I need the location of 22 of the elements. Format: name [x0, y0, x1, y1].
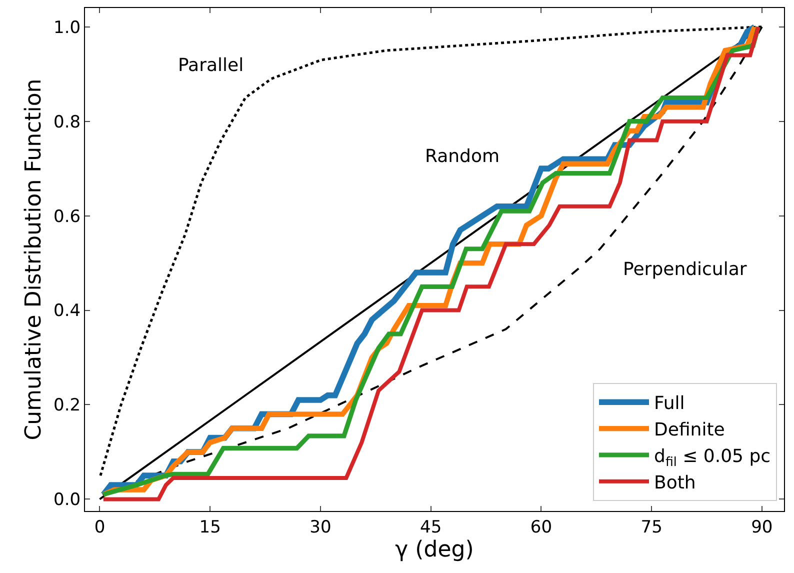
x-tick-label: 0	[94, 517, 106, 538]
annotation: Perpendicular	[623, 259, 748, 280]
legend-label: d$_{fil}$ ≤ 0.05 pc	[654, 446, 771, 469]
x-axis-title: γ (deg)	[395, 537, 474, 562]
y-tick-label: 0.8	[54, 112, 81, 132]
x-tick-label: 75	[640, 517, 662, 538]
annotation: Parallel	[178, 55, 244, 76]
y-tick-label: 0.4	[54, 301, 81, 322]
legend-label: Both	[654, 472, 696, 494]
x-tick-label: 60	[530, 517, 552, 538]
x-tick-label: 45	[420, 517, 442, 538]
x-tick-label: 15	[199, 517, 221, 538]
x-tick-label: 90	[751, 517, 773, 538]
x-tick-label: 30	[310, 517, 332, 538]
legend-label: Full	[654, 393, 685, 414]
annotation: Random	[425, 146, 500, 167]
legend-label: Definite	[654, 420, 725, 441]
y-axis-title: Cumulative Distribution Function	[21, 78, 46, 440]
y-tick-label: 1.0	[54, 18, 81, 38]
y-tick-label: 0.6	[54, 206, 81, 227]
y-tick-label: 0.0	[54, 490, 81, 510]
y-tick-label: 0.2	[54, 396, 81, 416]
